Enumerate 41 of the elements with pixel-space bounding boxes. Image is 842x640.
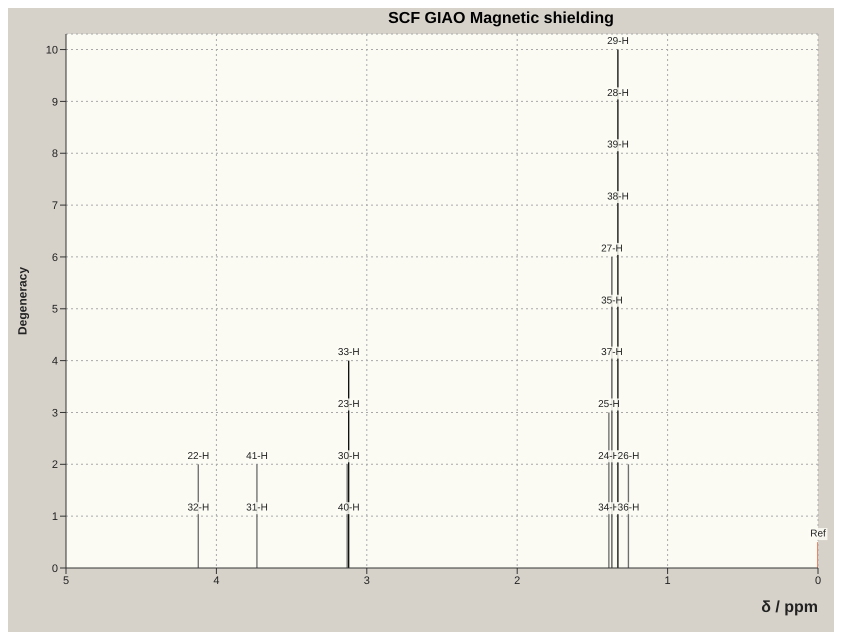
annotation: 38-H	[607, 192, 629, 203]
y-tick-label: 2	[52, 459, 58, 472]
x-tick-label: 2	[514, 574, 520, 587]
y-axis-title: Degeneracy	[15, 266, 30, 336]
y-tick-label: 5	[52, 304, 58, 316]
y-tick-label: 10	[46, 44, 58, 56]
y-tick-label: 4	[52, 356, 58, 368]
x-tick-label: 0	[814, 574, 822, 587]
y-tick-label: 7	[52, 200, 58, 212]
x-tick-label: 1	[664, 574, 671, 587]
annotation: 31-H	[246, 502, 268, 514]
y-tick-label: 1	[52, 511, 58, 524]
annotation: 25-H	[598, 398, 620, 410]
annotation: 36-H	[618, 502, 640, 514]
annotation: 41-H	[246, 450, 268, 462]
annotation: 30-H	[338, 450, 360, 462]
annotation: 23-H	[338, 398, 360, 410]
annotation: 37-H	[601, 347, 623, 358]
y-tick-label: 0	[52, 562, 58, 575]
annotation: 35-H	[601, 295, 623, 306]
x-axis-title: δ / ppm	[761, 599, 818, 616]
y-tick-label: 9	[52, 96, 58, 108]
x-tick-label: 3	[364, 574, 370, 587]
annotation: 33-H	[338, 347, 360, 358]
annotation: 40-H	[338, 502, 360, 514]
annotation: 39-H	[607, 140, 629, 151]
annotation: 34-H	[598, 502, 620, 514]
annotation: 22-H	[188, 450, 210, 462]
annotation: 24-H	[598, 450, 620, 462]
y-tick-label: 6	[52, 252, 58, 264]
x-tick-label: 5	[62, 574, 70, 587]
annotation: 28-H	[607, 88, 629, 99]
annotation: 26-H	[618, 450, 640, 462]
annotation: Ref	[810, 528, 826, 540]
annotation: 29-H	[607, 36, 629, 48]
chart-title: SCF GIAO Magnetic shielding	[387, 10, 615, 28]
y-tick-label: 8	[52, 148, 58, 160]
annotation: 32-H	[188, 502, 210, 514]
y-tick-label: 3	[52, 407, 58, 420]
x-tick-label: 4	[213, 574, 220, 587]
annotation: 27-H	[601, 243, 623, 254]
